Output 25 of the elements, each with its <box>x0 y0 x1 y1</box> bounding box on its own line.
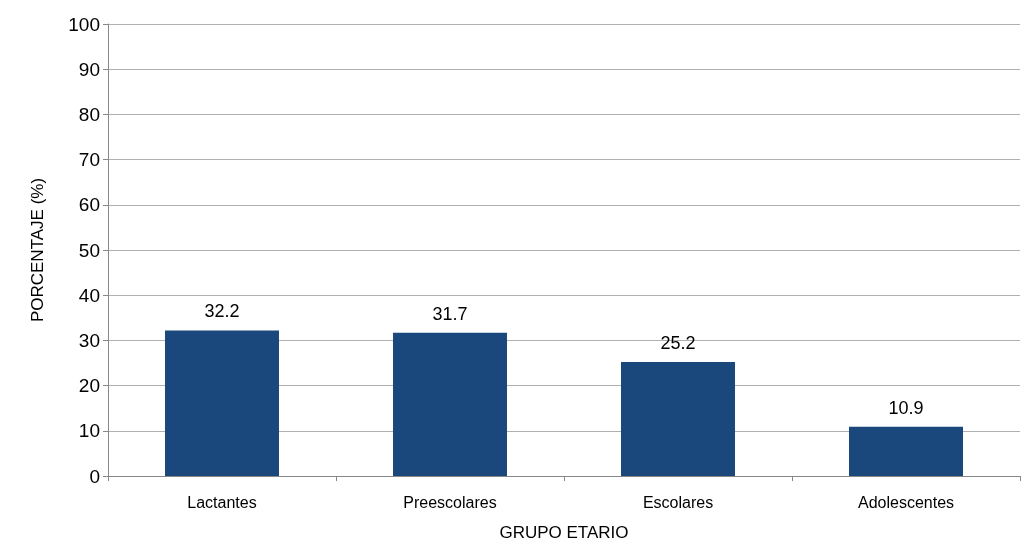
data-label: 31.7 <box>432 303 468 324</box>
x-tick-label: Lactantes <box>187 493 257 511</box>
data-label: 10.9 <box>888 397 924 418</box>
x-tick-label: Escolares <box>642 493 714 511</box>
y-tick-label: 100 <box>68 13 100 35</box>
data-label: 32.2 <box>204 301 240 322</box>
x-tick-label: Adolescentes <box>857 493 955 511</box>
x-axis-title: GRUPO ETARIO <box>499 523 629 542</box>
y-tick-label: 90 <box>78 58 100 80</box>
y-tick-label: 30 <box>78 329 100 351</box>
y-tick-label: 40 <box>78 284 100 306</box>
bar <box>165 330 279 476</box>
y-tick-label: 0 <box>89 465 100 487</box>
bar <box>621 362 735 476</box>
y-tick-label: 70 <box>78 149 100 171</box>
data-label: 25.2 <box>660 333 696 354</box>
y-tick-label: 10 <box>78 420 100 442</box>
x-tick-label: Preescolares <box>403 493 497 511</box>
y-tick-label: 20 <box>78 375 100 397</box>
y-tick-label: 80 <box>78 103 100 125</box>
bar <box>849 426 963 476</box>
bar <box>393 332 507 476</box>
y-axis-title: PORCENTAJE (%) <box>28 177 47 323</box>
y-tick-label: 60 <box>78 194 100 216</box>
y-tick-label: 50 <box>78 239 100 261</box>
